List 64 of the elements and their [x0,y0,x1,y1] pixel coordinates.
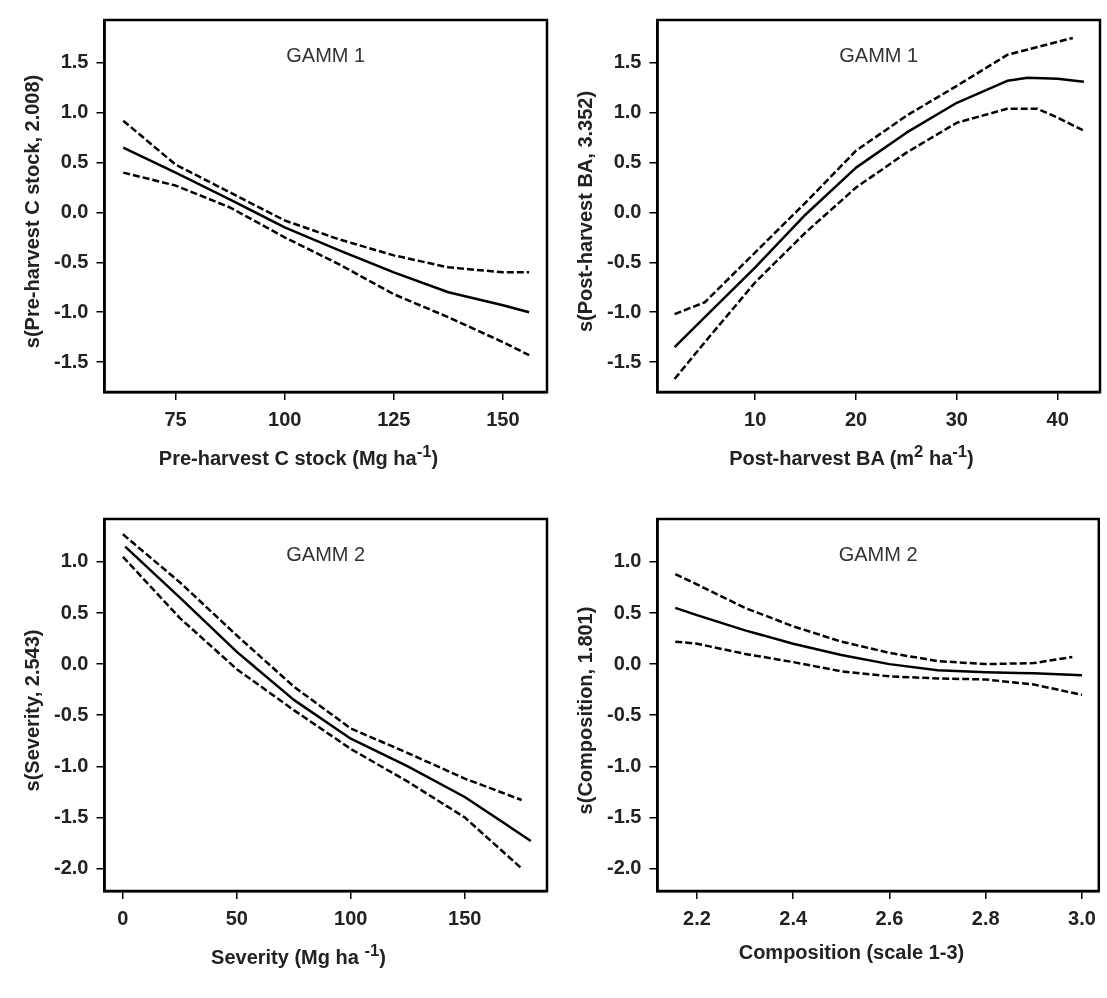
line-series [121,171,531,357]
y-tick-label: -1.0 [53,753,89,776]
y-tick-label: 0.0 [60,651,89,674]
y-tick-label: -1.0 [53,299,89,322]
y-tick-label: -1.5 [606,349,642,372]
y-tick-label: -1.0 [606,753,642,776]
x-tick-label: 2.8 [971,906,1000,929]
y-tick-label: 0.5 [60,150,89,173]
y-tick-label: 1.0 [613,549,642,572]
x-tick-label: 150 [486,407,520,430]
y-tick-label: 0.0 [613,200,642,222]
y-tick-label: 1.5 [613,50,642,73]
y-tick-label: -1.5 [53,349,89,372]
line-series [121,119,531,274]
y-tick-label: -1.5 [53,804,89,827]
x-tick-label: 10 [744,407,767,430]
annotation: GAMM 2 [286,542,366,565]
line-series [674,640,1084,697]
x-tick-label: 100 [268,407,302,430]
y-tick-label: 1.5 [60,50,89,73]
y-tick-label: 0.0 [613,651,642,674]
x-axis-title: Composition (scale 1-3) [737,941,966,964]
x-tick-label: 2.4 [779,906,808,929]
x-axis-title: Post-harvest BA (m$^{2}$ ha$^{-1}$) [728,442,975,470]
x-tick-label: 30 [945,407,968,430]
y-tick-label: -0.5 [606,249,642,272]
y-axis-title: s(Post-harvest BA, 3.352) [573,89,597,335]
line-series [673,36,1075,316]
y-tick-label: 0.5 [60,600,89,623]
x-tick-label: 75 [164,407,187,430]
x-axis-title: Severity (Mg ha $^{-1}$) [210,941,387,969]
x-tick-label: 20 [844,407,868,430]
x-tick-label: 2.6 [875,906,904,929]
x-tick-label: 2.2 [683,906,711,929]
y-tick-label: 0.0 [60,200,89,222]
x-tick-label: 150 [448,906,482,929]
x-tick-label: 3.0 [1068,906,1096,929]
x-tick-label: 50 [225,906,248,929]
y-tick-label: 0.5 [613,600,642,623]
y-tick-label: 0.5 [613,150,642,173]
y-tick-label: -2.0 [53,856,89,879]
x-tick-label: 40 [1046,407,1069,430]
y-tick-label: -1.5 [606,804,642,827]
x-axis-title: Pre-harvest C stock (Mg ha$^{-1}$) [157,442,440,470]
x-tick-label: 125 [377,407,411,430]
y-tick-label: -2.0 [606,856,642,879]
x-tick-label: 0 [117,906,129,929]
y-axis-title: s(Composition, 1.801) [573,605,597,817]
y-tick-label: 1.0 [613,100,642,123]
y-tick-label: -0.5 [53,702,89,725]
y-tick-label: -0.5 [53,249,89,272]
x-tick-label: 100 [334,906,368,929]
annotation: GAMM 1 [839,43,919,66]
y-tick-label: 1.0 [60,549,89,572]
line-series [673,107,1086,381]
annotation: GAMM 2 [838,542,918,565]
y-tick-label: -1.0 [606,299,642,322]
y-tick-label: -0.5 [606,702,642,725]
y-tick-label: 1.0 [60,100,89,123]
y-axis-title: s(Pre-harvest C stock, 2.008) [20,73,44,351]
line-series [674,572,1074,666]
y-axis-title: s(Severity, 2.543) [20,628,44,794]
line-series [121,533,523,802]
annotation: GAMM 1 [286,43,366,66]
